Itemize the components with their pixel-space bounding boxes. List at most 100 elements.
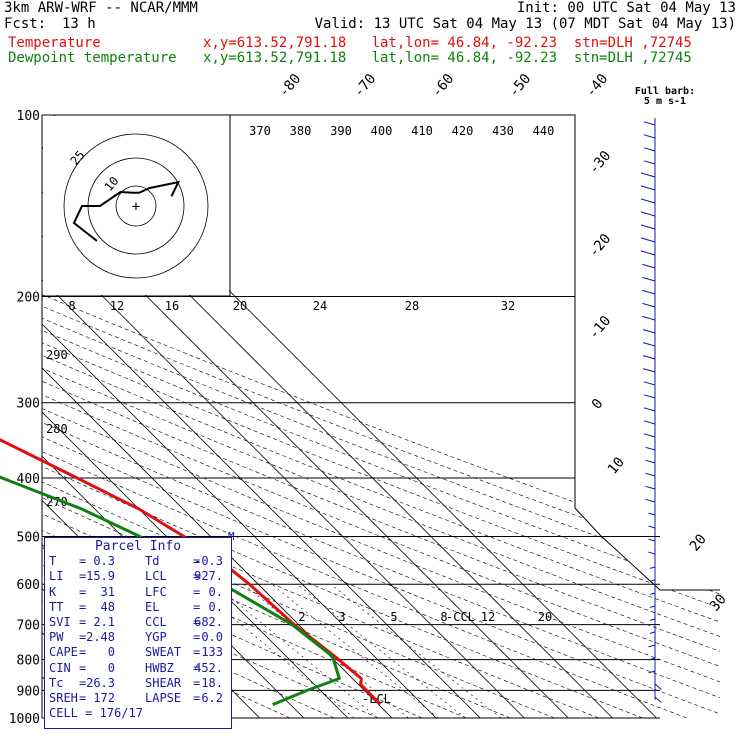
theta-label: 430 <box>492 124 514 138</box>
wind-barb <box>642 302 656 308</box>
parcel-key: EL <box>145 599 160 614</box>
parcel-value: 26.3 <box>86 675 115 690</box>
isotherm-label: -80 <box>276 71 305 101</box>
pressure-tick-label: 400 <box>17 472 40 487</box>
parcel-value: 133 <box>201 645 223 660</box>
theta-label: 390 <box>330 124 352 138</box>
wind-barb <box>645 485 656 490</box>
isotherm-label: -40 <box>583 71 612 101</box>
wind-barb <box>643 420 656 425</box>
isotherm-label: -30 <box>586 148 615 178</box>
parcel-eq: = <box>193 630 201 645</box>
wind-barb <box>649 592 656 595</box>
theta-label: 370 <box>249 124 271 138</box>
parcel-value: 0. <box>208 584 223 599</box>
wind-barb <box>648 657 656 661</box>
isotherm-label: -70 <box>351 71 380 101</box>
mixing-ratio-label: 12 <box>481 610 495 624</box>
temperature-profile <box>0 438 382 706</box>
wind-barb <box>654 683 662 690</box>
wind-barb <box>642 276 656 282</box>
dry-adiabat-line <box>42 115 720 719</box>
isotherm-label: -20 <box>586 231 615 261</box>
wind-barb <box>640 198 656 204</box>
wind-legend-label: Full barb: <box>635 86 695 97</box>
isotherm-line <box>42 115 481 719</box>
wind-barb <box>648 670 656 674</box>
dry-adiabat-line <box>42 115 687 719</box>
parcel-eq: = <box>193 660 201 675</box>
parcel-value: 31 <box>100 584 115 599</box>
theta-label: 440 <box>533 124 555 138</box>
parcel-eq: = <box>193 645 201 660</box>
parcel-key: YGP <box>145 630 167 645</box>
parcel-eq: = <box>193 599 201 614</box>
parcel-key: Tc <box>49 675 64 690</box>
isotherm-label: -10 <box>586 313 615 343</box>
parcel-value: 48 <box>100 599 115 614</box>
wind-barb <box>642 329 656 334</box>
parcel-value: 18. <box>201 675 223 690</box>
wind-barb <box>643 394 656 399</box>
wind-barb <box>643 407 656 412</box>
hodograph-background <box>43 116 229 295</box>
dry-adiabat-line <box>42 115 720 719</box>
pressure-tick-label: 900 <box>17 684 40 699</box>
parcel-row: LI = 15.9 LCL = 927. <box>45 569 231 584</box>
wind-barb <box>643 160 656 165</box>
wind-barb <box>642 315 656 321</box>
isotherm-line <box>42 115 393 719</box>
wind-barb <box>649 566 656 569</box>
theta-label-lower: 280 <box>46 422 68 436</box>
dewpoint-profile <box>0 475 341 706</box>
parcel-eq: = <box>193 569 201 584</box>
ccl-marker: -CCL <box>446 610 475 624</box>
parcel-value: 172 <box>93 690 115 705</box>
wind-barb <box>645 446 656 451</box>
wind-barb <box>640 211 656 217</box>
wind-barb <box>649 579 656 582</box>
wind-barb <box>645 498 656 503</box>
pressure-tick-label: 100 <box>17 109 40 124</box>
init-time: Init: 00 UTC Sat 04 May 13 <box>516 0 736 16</box>
dry-adiabat-line <box>42 115 720 719</box>
dry-adiabat-line <box>42 115 720 719</box>
forecast-value: 13 h <box>62 16 96 32</box>
hodograph-trace <box>72 180 181 242</box>
parcel-info-panel: Parcel Info T = 0.3 Td = -0.3 LI = 15.9 LCL = 927. K… <box>44 537 232 729</box>
parcel-value: 0 <box>107 660 115 675</box>
parcel-row: SREH = 172 LAPSE = 6.2 <box>45 691 231 706</box>
parcel-key: LAPSE <box>145 690 182 705</box>
parcel-eq: = <box>193 690 201 705</box>
wind-barb <box>642 289 656 295</box>
wind-barb <box>640 250 656 256</box>
parcel-eq: = <box>79 584 87 599</box>
speed-label: 32 <box>501 299 515 313</box>
isotherm-label: -50 <box>506 71 535 101</box>
theta-label-lower: 290 <box>46 348 68 362</box>
parcel-value: 2.48 <box>86 630 115 645</box>
valid-time: Valid: 13 UTC Sat 04 May 13 (07 MDT Sat … <box>314 16 736 32</box>
parcel-value: 0 <box>107 645 115 660</box>
parcel-value: 2.1 <box>93 614 115 629</box>
temperature-legend-label: Temperature <box>8 35 101 51</box>
parcel-value: 6.2 <box>201 690 223 705</box>
parcel-eq: = <box>193 554 201 569</box>
hodograph-ring <box>115 185 157 227</box>
parcel-eq: = <box>79 614 87 629</box>
wind-barb <box>640 224 656 230</box>
model-title: 3km ARW-WRF -- NCAR/MMM <box>4 0 198 16</box>
dry-adiabat-line <box>42 115 643 719</box>
theta-label: 420 <box>452 124 474 138</box>
pressure-tick-label: 800 <box>17 654 40 669</box>
speed-label: 8 <box>68 299 75 313</box>
speed-label: 24 <box>313 299 327 313</box>
pressure-tick-label: 300 <box>17 397 40 412</box>
parcel-key: LI <box>49 569 64 584</box>
parcel-key: Td <box>145 554 160 569</box>
parcel-value: -0.3 <box>194 554 223 569</box>
speed-label: 28 <box>405 299 419 313</box>
mixing-ratio-label: 3 <box>338 610 345 624</box>
mixing-ratio-label: 8 <box>440 610 447 624</box>
wind-barb <box>642 342 656 347</box>
